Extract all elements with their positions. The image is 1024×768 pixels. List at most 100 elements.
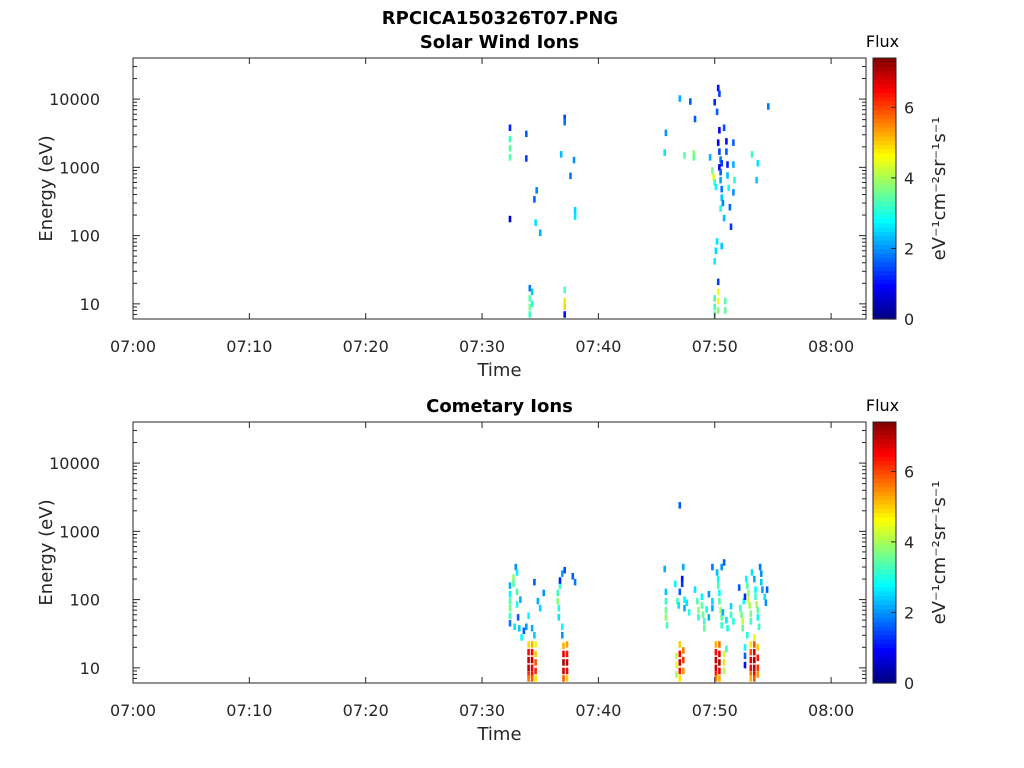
flux-cell bbox=[716, 278, 720, 286]
flux-cell bbox=[533, 632, 536, 639]
flux-cell bbox=[719, 606, 722, 614]
flux-cell bbox=[508, 612, 512, 619]
flux-cell bbox=[530, 300, 534, 308]
flux-cell bbox=[725, 138, 728, 145]
colorbar-segment bbox=[873, 639, 896, 645]
flux-cell bbox=[760, 570, 763, 577]
flux-cell bbox=[562, 659, 565, 666]
y-axis-label: Energy (eV) bbox=[36, 499, 57, 605]
flux-cell bbox=[683, 596, 686, 603]
flux-cell bbox=[708, 154, 712, 161]
x-tick-label: 07:00 bbox=[110, 337, 156, 356]
flux-cell bbox=[556, 597, 559, 605]
flux-cell bbox=[716, 297, 720, 305]
flux-cell bbox=[530, 656, 534, 664]
colorbar-title: Flux bbox=[866, 32, 899, 51]
y-tick-label: 100 bbox=[69, 591, 100, 610]
flux-cell bbox=[741, 625, 744, 632]
flux-cell bbox=[716, 288, 720, 296]
colorbar-segment bbox=[873, 292, 896, 298]
flux-cell bbox=[749, 641, 753, 648]
colorbar-segment bbox=[873, 578, 896, 584]
flux-cell bbox=[718, 667, 721, 675]
colorbar-tick-label: 6 bbox=[904, 98, 914, 117]
flux-cell bbox=[720, 563, 723, 571]
colorbar-segment bbox=[873, 630, 896, 636]
flux-cell bbox=[756, 654, 760, 662]
flux-cell bbox=[718, 127, 721, 134]
colorbar-tick-label: 0 bbox=[904, 674, 914, 693]
flux-cell bbox=[534, 659, 537, 666]
flux-cell bbox=[528, 284, 532, 292]
panel-title: Cometary Ions bbox=[426, 396, 573, 417]
x-axis-label: Time bbox=[476, 360, 521, 381]
flux-cell bbox=[508, 124, 512, 131]
flux-cell bbox=[726, 161, 729, 168]
colorbar-segment bbox=[873, 622, 896, 628]
flux-cell bbox=[527, 675, 530, 682]
flux-cell bbox=[767, 103, 770, 110]
flux-cell bbox=[563, 114, 566, 122]
flux-cell bbox=[561, 632, 564, 639]
colorbar-segment bbox=[873, 140, 896, 146]
flux-cell bbox=[749, 656, 753, 664]
flux-cell bbox=[749, 671, 753, 678]
colorbar-segment bbox=[873, 236, 896, 242]
flux-cell bbox=[562, 675, 565, 682]
flux-cell bbox=[722, 124, 726, 131]
flux-cell bbox=[715, 108, 719, 116]
colorbar-segment bbox=[873, 305, 896, 311]
flux-cell bbox=[703, 625, 706, 632]
flux-cell bbox=[749, 618, 753, 625]
plot-area bbox=[133, 422, 866, 683]
flux-cell bbox=[755, 176, 758, 184]
flux-cell bbox=[753, 575, 756, 583]
flux-cell bbox=[678, 95, 682, 102]
flux-cell bbox=[508, 620, 512, 627]
flux-cell bbox=[727, 184, 730, 192]
flux-cell bbox=[530, 671, 534, 678]
flux-cell bbox=[756, 160, 760, 167]
flux-cell bbox=[561, 570, 564, 577]
x-tick-label: 07:50 bbox=[692, 337, 738, 356]
colorbar-segment bbox=[873, 136, 896, 142]
y-tick-label: 10000 bbox=[49, 454, 100, 473]
flux-cell bbox=[512, 574, 515, 581]
colorbar-segment bbox=[873, 509, 896, 514]
flux-cell bbox=[538, 604, 542, 612]
flux-cell bbox=[563, 303, 566, 311]
colorbar-segment bbox=[873, 495, 896, 501]
flux-cell bbox=[756, 614, 760, 621]
x-tick-label: 07:00 bbox=[110, 701, 156, 720]
flux-cell bbox=[716, 139, 720, 146]
y-tick-label: 100 bbox=[69, 227, 100, 246]
colorbar-segment bbox=[873, 153, 896, 159]
colorbar-segment bbox=[873, 643, 896, 649]
flux-cell bbox=[747, 596, 750, 603]
flux-cell bbox=[743, 644, 747, 651]
colorbar-segment bbox=[873, 110, 896, 116]
flux-cell bbox=[534, 675, 537, 682]
colorbar-frame bbox=[872, 421, 897, 684]
flux-cell bbox=[723, 297, 727, 305]
flux-cell bbox=[753, 634, 756, 641]
flux-cell bbox=[705, 606, 708, 613]
flux-cell bbox=[508, 597, 512, 605]
flux-cell bbox=[565, 641, 569, 648]
flux-cell bbox=[556, 589, 559, 597]
flux-cell bbox=[573, 207, 577, 214]
flux-cell bbox=[725, 645, 728, 653]
colorbar-segment bbox=[873, 561, 896, 567]
panel-title: Solar Wind Ions bbox=[420, 32, 579, 53]
flux-cell bbox=[687, 609, 691, 616]
flux-cell bbox=[508, 582, 512, 589]
colorbar-segment bbox=[873, 656, 896, 662]
x-tick-label: 07:30 bbox=[459, 701, 505, 720]
flux-cell bbox=[711, 167, 714, 174]
x-tick-label: 07:10 bbox=[226, 701, 272, 720]
flux-cell bbox=[732, 139, 735, 146]
flux-cell bbox=[720, 160, 723, 167]
flux-cell bbox=[718, 659, 721, 666]
flux-cell bbox=[678, 650, 682, 658]
flux-cell bbox=[763, 593, 767, 600]
